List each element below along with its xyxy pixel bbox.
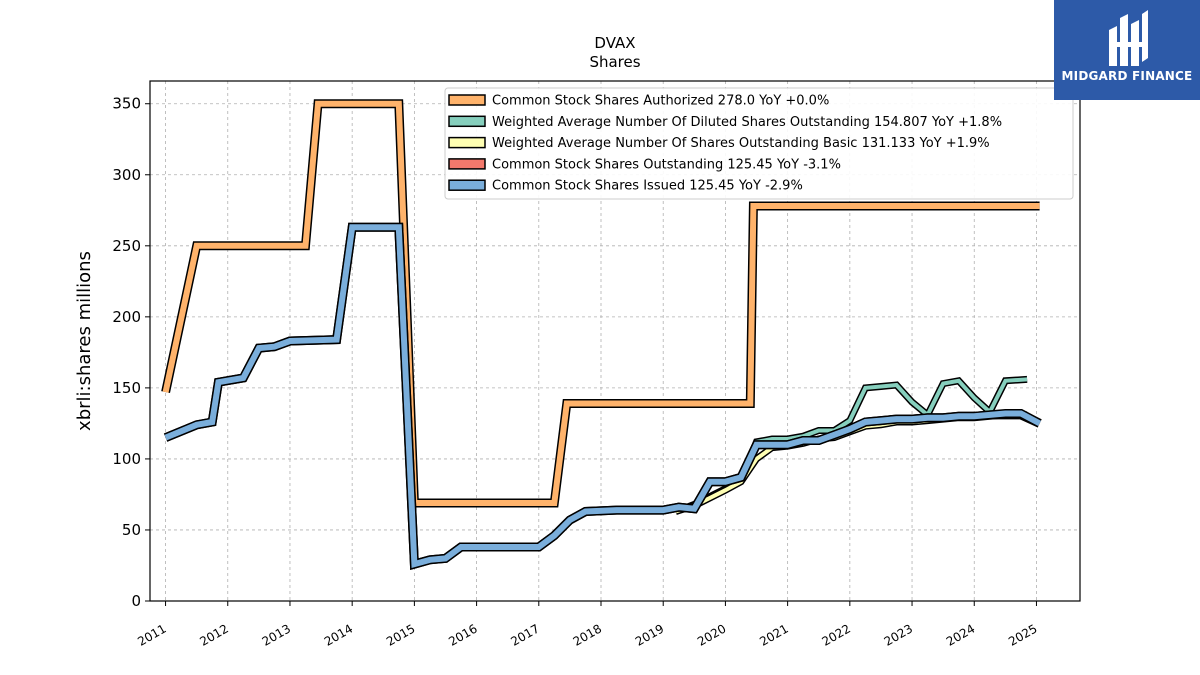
plot-frame: [149, 80, 1081, 602]
x-tick-label: 2015: [384, 621, 417, 648]
x-tick-label: 2023: [882, 621, 915, 648]
y-axis-label: xbrli:shares millions: [74, 251, 95, 431]
y-tick-label: 150: [112, 379, 141, 397]
y-tick-label: 250: [112, 237, 141, 255]
series-layer: [161, 99, 1042, 570]
x-axis: 2011 2012 2013 2014 2015 2016 2017 2018 2019 2020…: [135, 601, 1040, 649]
legend-swatch: [448, 136, 486, 149]
x-tick-label: 2021: [757, 621, 790, 648]
x-tick-label: 2022: [819, 621, 852, 648]
x-tick-label: 2020: [695, 621, 728, 648]
x-tick-label: 2011: [135, 621, 168, 648]
legend-box: [444, 87, 1074, 200]
legend-swatch: [448, 115, 486, 128]
series-line: [164, 224, 1042, 568]
y-tick-label: 350: [112, 95, 141, 113]
x-tick-label: 2024: [944, 621, 977, 648]
y-tick-label: 50: [122, 521, 141, 539]
y-tick-label: 100: [112, 450, 141, 468]
chart-subtitle: Shares: [589, 53, 640, 71]
legend-swatch: [448, 179, 486, 191]
x-tick-label: 2019: [633, 621, 666, 648]
x-tick-label: 2025: [1006, 621, 1039, 648]
x-tick-label: 2018: [571, 621, 604, 648]
y-tick-label: 0: [131, 592, 141, 610]
legend-label: Common Stock Shares Issued 125.45 YoY -2…: [492, 179, 803, 194]
x-tick-label: 2014: [322, 621, 355, 648]
legend-label: Common Stock Shares Authorized 278.0 YoY…: [492, 94, 829, 109]
logo-mark-icon: [1109, 10, 1148, 66]
legend-swatch: [448, 158, 486, 170]
legend-swatch: [448, 94, 486, 106]
legend-label: Common Stock Shares Outstanding 125.45 Y…: [492, 157, 841, 172]
legend-label: Weighted Average Number Of Shares Outsta…: [492, 136, 990, 151]
x-tick-label: 2013: [260, 621, 293, 648]
y-tick-label: 200: [112, 308, 141, 326]
legend-label: Weighted Average Number Of Diluted Share…: [492, 115, 1002, 130]
y-axis: 0 50 100 150 200 250 300 350: [112, 95, 150, 610]
legend: Common Stock Shares Authorized 278.0 YoY…: [444, 87, 1074, 200]
x-tick-label: 2012: [197, 621, 230, 648]
y-tick-label: 300: [112, 166, 141, 184]
x-tick-label: 2017: [508, 621, 541, 648]
x-tick-label: 2016: [446, 621, 479, 648]
series-4: [163, 222, 1042, 570]
chart-title: DVAX: [594, 34, 635, 52]
midgard-finance-logo: MIDGARD FINANCE: [1054, 0, 1200, 100]
logo-text: MIDGARD FINANCE: [1061, 69, 1193, 83]
